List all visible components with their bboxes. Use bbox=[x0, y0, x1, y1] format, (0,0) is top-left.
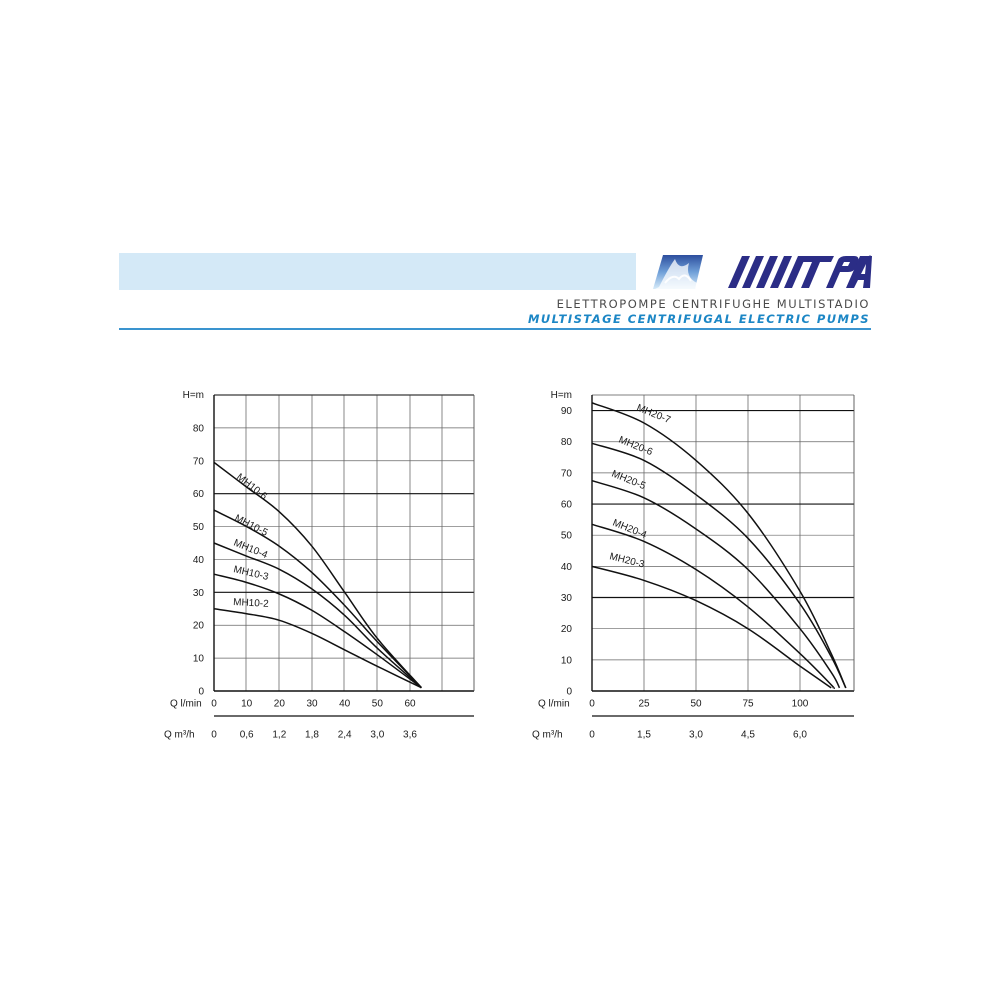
x2-tick-label: 1,5 bbox=[637, 730, 651, 741]
y-tick-label: 70 bbox=[561, 468, 573, 479]
x-tick-label: 10 bbox=[241, 699, 253, 710]
y-tick-label: 80 bbox=[561, 437, 573, 448]
y-tick-label: 90 bbox=[561, 406, 573, 417]
series-label: MH10-2 bbox=[233, 597, 270, 610]
y-tick-label: 60 bbox=[193, 489, 205, 500]
x2-tick-label: 3,6 bbox=[403, 730, 417, 741]
x-tick-label: 50 bbox=[690, 699, 702, 710]
y-tick-label: 40 bbox=[193, 555, 205, 566]
x-tick-label: 40 bbox=[339, 699, 351, 710]
series-label: MH20-5 bbox=[610, 469, 648, 493]
y-axis-label: H=m bbox=[551, 390, 572, 401]
series-label: MH10-5 bbox=[233, 513, 270, 539]
header-rule bbox=[119, 328, 871, 330]
x-tick-label: 100 bbox=[792, 699, 809, 710]
curve-mh20-6 bbox=[591, 442, 847, 689]
y-tick-label: 30 bbox=[193, 588, 205, 599]
x-tick-label: 0 bbox=[211, 699, 217, 710]
x-axis-label: Q l/min bbox=[538, 699, 570, 710]
y-tick-label: 0 bbox=[566, 687, 572, 698]
x-tick-label: 30 bbox=[306, 699, 318, 710]
y-tick-label: 0 bbox=[198, 687, 204, 698]
x-tick-label: 60 bbox=[404, 699, 416, 710]
x2-tick-label: 0 bbox=[589, 730, 595, 741]
series-label: MH20-4 bbox=[611, 518, 649, 542]
series-label: MH20-7 bbox=[635, 403, 673, 427]
y-tick-label: 10 bbox=[561, 655, 573, 666]
x2-axis-label: Q m³/h bbox=[532, 730, 563, 741]
subtitle-english: MULTISTAGE CENTRIFUGAL ELECTRIC PUMPS bbox=[528, 312, 870, 326]
x-axis-label: Q l/min bbox=[170, 699, 202, 710]
curve-mh10-6 bbox=[213, 461, 422, 689]
y-tick-label: 30 bbox=[561, 593, 573, 604]
x2-tick-label: 6,0 bbox=[793, 730, 807, 741]
x2-axis-label: Q m³/h bbox=[164, 730, 195, 741]
y-tick-label: 50 bbox=[193, 522, 205, 533]
subtitle-italian: ELETTROPOMPE CENTRIFUGHE MULTISTADIO bbox=[556, 297, 870, 311]
y-tick-label: 20 bbox=[561, 624, 573, 635]
series-label: MH20-3 bbox=[608, 551, 646, 570]
curve-mh10-5 bbox=[213, 509, 422, 689]
series-label: MH10-6 bbox=[234, 472, 269, 503]
x-tick-label: 20 bbox=[274, 699, 286, 710]
matra-logo bbox=[728, 255, 872, 288]
y-tick-label: 40 bbox=[561, 562, 573, 573]
x2-tick-label: 3,0 bbox=[370, 730, 384, 741]
x-tick-label: 0 bbox=[589, 699, 595, 710]
curve-mh20-7 bbox=[591, 402, 847, 689]
x-tick-label: 50 bbox=[372, 699, 384, 710]
y-tick-label: 10 bbox=[193, 654, 205, 665]
curve-mh10-2 bbox=[213, 608, 422, 689]
curve-mh10-3 bbox=[213, 573, 422, 689]
y-tick-label: 60 bbox=[561, 500, 573, 511]
series-label: MH20-6 bbox=[617, 435, 655, 459]
water-splash-icon bbox=[653, 255, 703, 289]
x2-tick-label: 4,5 bbox=[741, 730, 755, 741]
x2-tick-label: 0,6 bbox=[240, 730, 254, 741]
x2-tick-label: 1,8 bbox=[305, 730, 319, 741]
x-tick-label: 75 bbox=[742, 699, 754, 710]
y-tick-label: 50 bbox=[561, 531, 573, 542]
y-axis-label: H=m bbox=[183, 390, 204, 401]
y-tick-label: 80 bbox=[193, 423, 205, 434]
y-tick-label: 70 bbox=[193, 456, 205, 467]
curve-mh20-4 bbox=[591, 523, 835, 690]
x2-tick-label: 0 bbox=[211, 730, 217, 741]
x2-tick-label: 1,2 bbox=[272, 730, 286, 741]
curve-mh10-4 bbox=[213, 542, 422, 689]
x2-tick-label: 3,0 bbox=[689, 730, 703, 741]
x-tick-label: 25 bbox=[638, 699, 650, 710]
y-tick-label: 20 bbox=[193, 621, 205, 632]
curve-mh20-5 bbox=[591, 479, 841, 689]
x2-tick-label: 2,4 bbox=[338, 730, 352, 741]
curve-mh20-3 bbox=[591, 565, 832, 689]
header-band bbox=[119, 253, 636, 290]
